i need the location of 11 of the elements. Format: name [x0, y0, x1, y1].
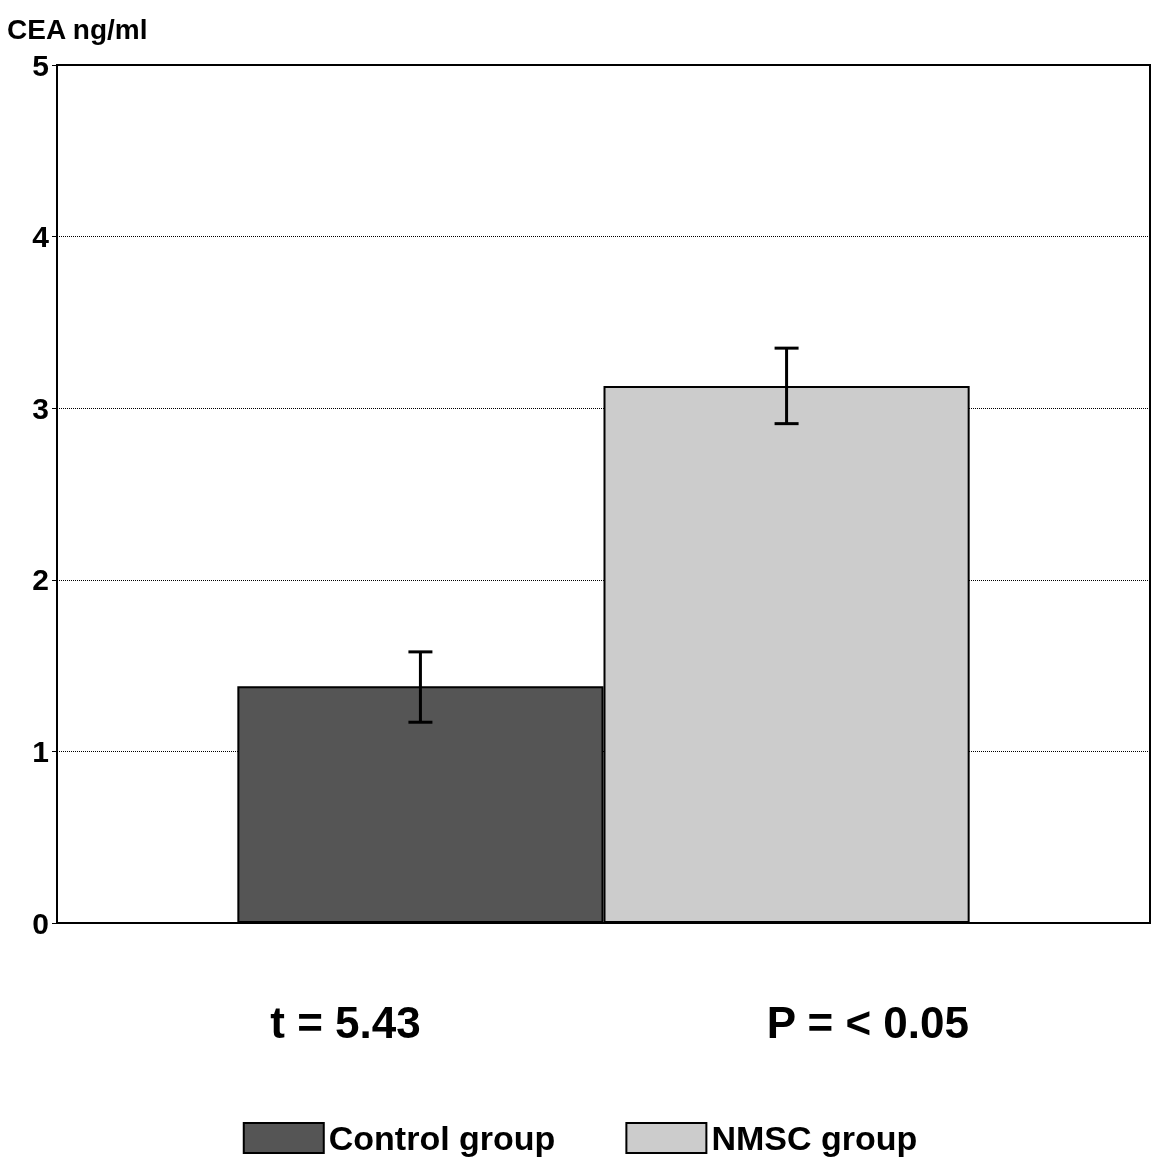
y-tick-label: 2	[32, 563, 49, 597]
legend-label: Control group	[328, 1119, 556, 1157]
y-tick-label: 4	[32, 220, 50, 254]
text: t = 5.43	[270, 997, 421, 1047]
y-tick-label: 0	[32, 906, 49, 940]
text: P = < 0.05	[766, 997, 970, 1047]
y-tick-label: 3	[32, 391, 49, 425]
y-tick-label: 1	[32, 734, 49, 768]
y-tick-label: 5	[32, 48, 49, 82]
y-axis-title: CEA ng/ml	[7, 13, 148, 45]
legend-label: NMSC group	[711, 1119, 918, 1157]
